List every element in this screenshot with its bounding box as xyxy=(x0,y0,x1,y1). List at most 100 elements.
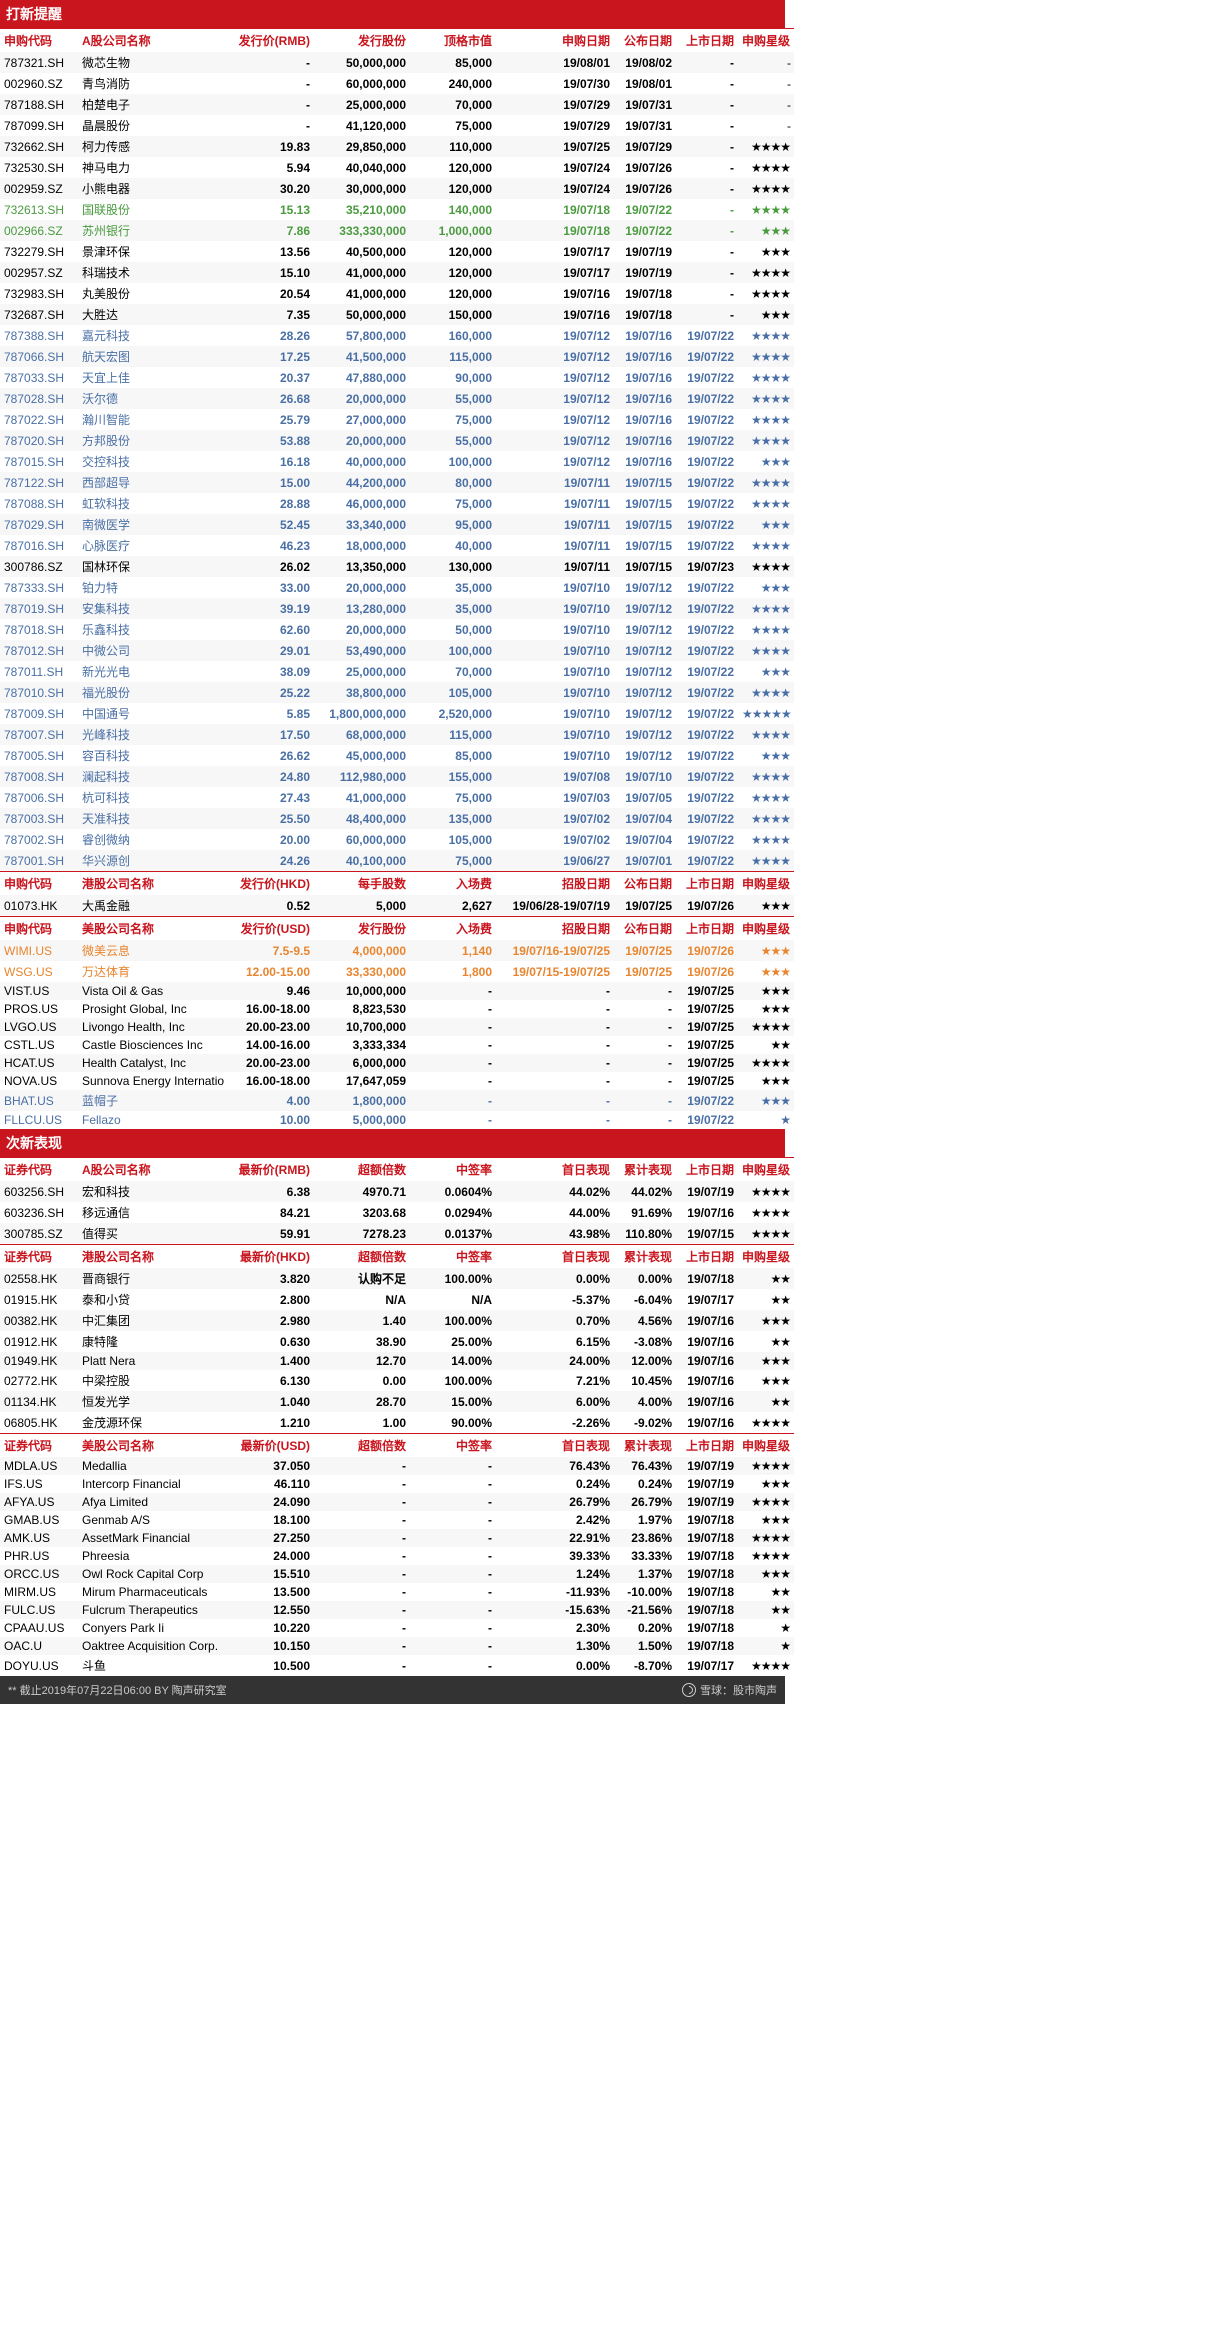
cell: 002957.SZ xyxy=(0,262,78,283)
cell: 19/07/22 xyxy=(676,724,738,745)
cell: 19/07/22 xyxy=(614,199,676,220)
cell: 12.550 xyxy=(226,1601,314,1619)
cell: 13,350,000 xyxy=(314,556,410,577)
cell: - xyxy=(410,1018,496,1036)
cell: 44.02% xyxy=(614,1181,676,1202)
cell: 59.91 xyxy=(226,1223,314,1245)
cell: 19/07/22 xyxy=(676,514,738,535)
cell: 46.110 xyxy=(226,1475,314,1493)
cell: 大胜达 xyxy=(78,304,226,325)
cell: 19/07/18 xyxy=(614,283,676,304)
cell: 5.85 xyxy=(226,703,314,724)
cell: - xyxy=(314,1547,410,1565)
cell: Intercorp Financial xyxy=(78,1475,226,1493)
cell: 20.00-23.00 xyxy=(226,1054,314,1072)
cell: ★★★★ xyxy=(738,1202,794,1223)
cell: 732983.SH xyxy=(0,283,78,304)
cell: 国联股份 xyxy=(78,199,226,220)
cell: 15.13 xyxy=(226,199,314,220)
cell: 2.800 xyxy=(226,1289,314,1310)
cell: 85,000 xyxy=(410,52,496,73)
cell: 大禹金融 xyxy=(78,895,226,917)
cell: 19/07/17 xyxy=(676,1655,738,1676)
cell: 787005.SH xyxy=(0,745,78,766)
cell: 柯力传感 xyxy=(78,136,226,157)
cell: FLLCU.US xyxy=(0,1111,78,1129)
cell: 19/07/22 xyxy=(676,598,738,619)
col-3: 超额倍数 xyxy=(314,1245,410,1269)
cell: ★★★★ xyxy=(738,1493,794,1511)
cell: 19/07/12 xyxy=(614,682,676,703)
cell: 24.26 xyxy=(226,850,314,872)
cell: 19/07/18 xyxy=(614,304,676,325)
cell: ★★★★ xyxy=(738,367,794,388)
cell: 19/07/25 xyxy=(614,940,676,961)
cell: ★★★★ xyxy=(738,262,794,283)
cell: 24.000 xyxy=(226,1547,314,1565)
cell: ★★★ xyxy=(738,1511,794,1529)
cell: 苏州银行 xyxy=(78,220,226,241)
col-1: 美股公司名称 xyxy=(78,917,226,941)
cell: Fulcrum Therapeutics xyxy=(78,1601,226,1619)
col-3: 发行股份 xyxy=(314,917,410,941)
cell: 9.46 xyxy=(226,982,314,1000)
cell: 115,000 xyxy=(410,724,496,745)
cell: ★★★ xyxy=(738,1565,794,1583)
cell: 30,000,000 xyxy=(314,178,410,199)
cell: 62.60 xyxy=(226,619,314,640)
cell: ★★ xyxy=(738,1583,794,1601)
cell: - xyxy=(496,982,614,1000)
cell: 19/07/12 xyxy=(496,430,614,451)
cell: - xyxy=(314,1529,410,1547)
cell: 55,000 xyxy=(410,430,496,451)
cell: N/A xyxy=(314,1289,410,1310)
cell: 19/07/18 xyxy=(676,1619,738,1637)
cell: 19/07/22 xyxy=(676,787,738,808)
cell: 4.00% xyxy=(614,1391,676,1412)
footer: ** 截止2019年07月22日06:00 BY 陶声研究室雪球：股市陶声 xyxy=(0,1676,785,1704)
cell: 20.54 xyxy=(226,283,314,304)
cell: ★★★★ xyxy=(738,808,794,829)
cell: 01915.HK xyxy=(0,1289,78,1310)
cell: 68,000,000 xyxy=(314,724,410,745)
cell: 14.00% xyxy=(410,1352,496,1370)
cell: 41,000,000 xyxy=(314,787,410,808)
cell: 19/07/15 xyxy=(614,556,676,577)
cell: 5,000 xyxy=(314,895,410,917)
cell: 19/07/25 xyxy=(614,895,676,917)
cell: ★★★★ xyxy=(738,766,794,787)
col-1: 美股公司名称 xyxy=(78,1434,226,1458)
cell: ★★★★ xyxy=(738,598,794,619)
cell: 4.00 xyxy=(226,1090,314,1111)
cell: 4,000,000 xyxy=(314,940,410,961)
cell: ★★★ xyxy=(738,940,794,961)
cell: -15.63% xyxy=(496,1601,614,1619)
cell: 19/07/18 xyxy=(676,1511,738,1529)
cell: 19/07/12 xyxy=(496,367,614,388)
cell: 19/07/22 xyxy=(676,1090,738,1111)
cell: 40,040,000 xyxy=(314,157,410,178)
cell: 91.69% xyxy=(614,1202,676,1223)
cell: 19/07/25 xyxy=(676,1072,738,1090)
cell: 19/07/19 xyxy=(676,1181,738,1202)
col-8: 申购星级 xyxy=(738,1245,794,1269)
cell: ★★★★ xyxy=(738,409,794,430)
col-0: 证券代码 xyxy=(0,1158,78,1182)
cell: Health Catalyst, Inc xyxy=(78,1054,226,1072)
cell: 20.00-23.00 xyxy=(226,1018,314,1036)
cell: 47,880,000 xyxy=(314,367,410,388)
cell: - xyxy=(314,1619,410,1637)
cell: 19/07/16 xyxy=(614,325,676,346)
cell: 交控科技 xyxy=(78,451,226,472)
cell: 0.0137% xyxy=(410,1223,496,1245)
col-3: 每手股数 xyxy=(314,872,410,896)
cell: 1,000,000 xyxy=(410,220,496,241)
cell: 60,000,000 xyxy=(314,829,410,850)
cell: 蓝帽子 xyxy=(78,1090,226,1111)
cell: 15.00% xyxy=(410,1391,496,1412)
cell: 37.050 xyxy=(226,1457,314,1475)
cell: 19/07/12 xyxy=(614,619,676,640)
cell: 19/07/22 xyxy=(614,220,676,241)
cell: 0.00 xyxy=(314,1370,410,1391)
cell: 33.00 xyxy=(226,577,314,598)
